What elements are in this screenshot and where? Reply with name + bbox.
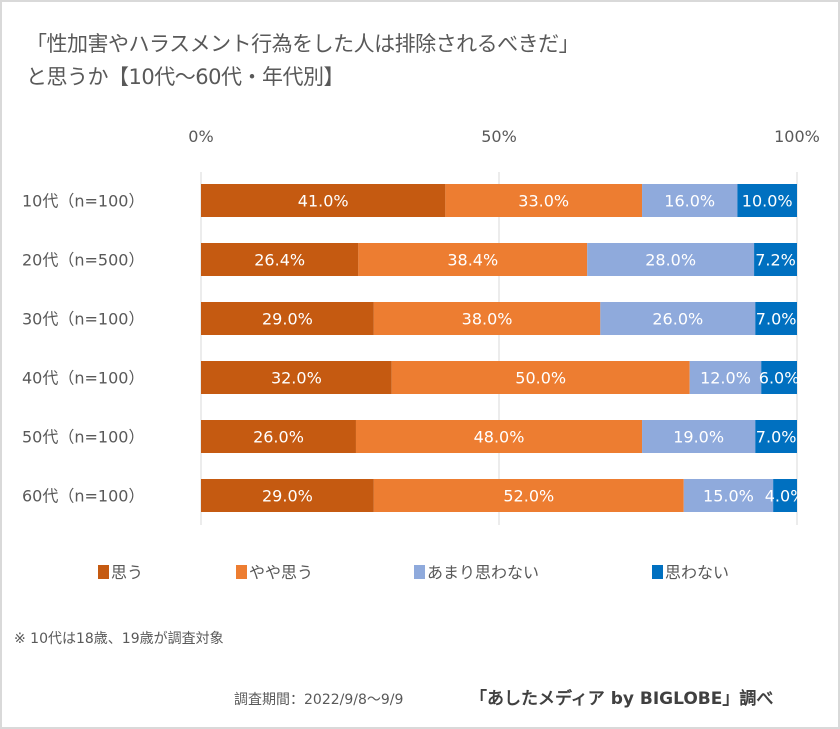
legend-label: やや思う bbox=[249, 563, 313, 582]
legend-label: 思わない bbox=[665, 563, 729, 582]
category-label: 60代（n=100） bbox=[22, 487, 144, 506]
category-label: 40代（n=100） bbox=[22, 369, 144, 388]
legend-swatch bbox=[652, 565, 663, 579]
bar-segment bbox=[201, 479, 374, 512]
data-label: 41.0% bbox=[298, 192, 349, 211]
bar-segment bbox=[689, 361, 762, 394]
bar-segment bbox=[373, 302, 601, 335]
bar-segment bbox=[755, 302, 797, 335]
bar-segment bbox=[773, 479, 797, 512]
category-label: 10代（n=100） bbox=[22, 192, 144, 211]
data-label: 26.0% bbox=[652, 310, 703, 329]
bar-segment bbox=[445, 184, 643, 217]
data-label: 6.0% bbox=[759, 369, 800, 388]
bar-segment bbox=[642, 420, 756, 453]
bar-segment bbox=[201, 184, 446, 217]
bar-segment bbox=[600, 302, 756, 335]
data-label: 7.0% bbox=[756, 310, 797, 329]
bar-segment bbox=[642, 184, 738, 217]
bar-segment bbox=[201, 361, 392, 394]
data-label: 19.0% bbox=[673, 428, 724, 447]
legend-swatch bbox=[98, 565, 109, 579]
bar-segment bbox=[201, 420, 356, 453]
data-label: 29.0% bbox=[262, 310, 313, 329]
chart-title-line-1: 「性加害やハラスメント行為をした人は排除されるべきだ」 bbox=[26, 32, 580, 56]
credit: 「あしたメディア by BIGLOBE」調べ bbox=[470, 689, 774, 709]
legend-swatch bbox=[236, 565, 247, 579]
bar-segment bbox=[373, 479, 684, 512]
legend-swatch bbox=[414, 565, 425, 579]
data-label: 48.0% bbox=[474, 428, 525, 447]
bar-segment bbox=[755, 420, 797, 453]
legend-label: 思う bbox=[111, 563, 143, 582]
bar-segment bbox=[358, 243, 588, 276]
survey-period: 調査期間：2022/9/8～9/9 bbox=[234, 692, 404, 708]
category-label: 20代（n=500） bbox=[22, 251, 144, 270]
x-tick-label: 50% bbox=[481, 127, 517, 146]
data-label: 7.0% bbox=[756, 428, 797, 447]
x-tick-label: 0% bbox=[188, 127, 213, 146]
data-label: 26.4% bbox=[254, 251, 305, 270]
data-label: 32.0% bbox=[271, 369, 322, 388]
data-label: 4.0% bbox=[765, 487, 806, 506]
legend-label: あまり思わない bbox=[427, 563, 539, 582]
bar-segment bbox=[761, 361, 797, 394]
bar-segment bbox=[391, 361, 690, 394]
bar-segment bbox=[754, 243, 797, 276]
data-label: 28.0% bbox=[645, 251, 696, 270]
data-label: 52.0% bbox=[503, 487, 554, 506]
bar-segment bbox=[587, 243, 755, 276]
data-label: 50.0% bbox=[515, 369, 566, 388]
data-label: 15.0% bbox=[703, 487, 754, 506]
bar-segment bbox=[201, 243, 359, 276]
chart-title: 「性加害やハラスメント行為をした人は排除されるべきだ」 と思うか【10代～60代… bbox=[26, 28, 580, 94]
data-label: 38.4% bbox=[447, 251, 498, 270]
bar-segment bbox=[737, 184, 797, 217]
category-label: 50代（n=100） bbox=[22, 428, 144, 447]
data-label: 33.0% bbox=[518, 192, 569, 211]
bar-segment bbox=[355, 420, 643, 453]
category-label: 30代（n=100） bbox=[22, 310, 144, 329]
bar-segment bbox=[683, 479, 774, 512]
data-label: 12.0% bbox=[700, 369, 751, 388]
x-tick-label: 100% bbox=[774, 127, 820, 146]
data-label: 26.0% bbox=[253, 428, 304, 447]
data-label: 16.0% bbox=[664, 192, 715, 211]
footnote: ※ 10代は18歳、19歳が調査対象 bbox=[14, 631, 224, 647]
data-label: 38.0% bbox=[462, 310, 513, 329]
data-label: 10.0% bbox=[742, 192, 793, 211]
bar-segment bbox=[201, 302, 374, 335]
data-label: 29.0% bbox=[262, 487, 313, 506]
data-label: 7.2% bbox=[755, 251, 796, 270]
chart-title-line-2: と思うか【10代～60代・年代別】 bbox=[26, 65, 344, 89]
